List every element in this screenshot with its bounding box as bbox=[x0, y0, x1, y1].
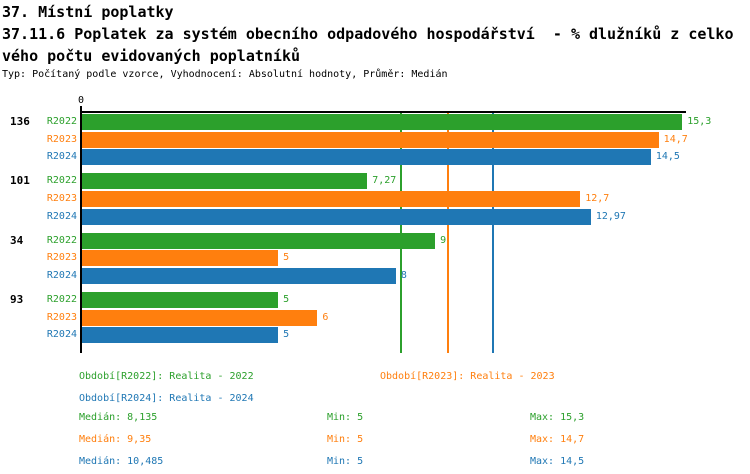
group-label-34: 34 bbox=[10, 233, 24, 247]
value-label-34-r2022: 9 bbox=[440, 234, 447, 246]
group-label-136: 136 bbox=[10, 115, 30, 128]
median-r2023: Medián: 9,35 bbox=[79, 434, 152, 445]
group-label-93: 93 bbox=[10, 292, 24, 306]
bar-101-r2023 bbox=[82, 191, 581, 207]
series-label-101-r2022: R2022 bbox=[46, 175, 77, 187]
x-axis-line bbox=[80, 111, 686, 113]
median-line-r2024 bbox=[491, 113, 494, 353]
series-label-136-r2023: R2023 bbox=[46, 133, 77, 145]
value-label-101-r2023: 12,7 bbox=[585, 193, 610, 204]
value-label-136-r2024: 14,5 bbox=[655, 151, 680, 163]
y-axis-line bbox=[80, 106, 82, 353]
bar-93-r2022 bbox=[82, 291, 279, 308]
series-label-93-r2024: R2024 bbox=[46, 329, 77, 341]
max-r2024: Max: 14,5 bbox=[530, 456, 585, 467]
series-label-101-r2023: R2023 bbox=[46, 193, 77, 204]
series-label-93-r2022: R2022 bbox=[46, 293, 77, 305]
value-label-136-r2022: 15,3 bbox=[687, 116, 712, 127]
bar-93-r2024 bbox=[82, 327, 279, 344]
bar-34-r2022 bbox=[82, 232, 436, 249]
chart-title-line1: 37.11.6 Poplatek za systém obecního odpa… bbox=[2, 25, 734, 43]
max-r2023: Max: 14,7 bbox=[530, 434, 585, 445]
series-label-93-r2023: R2023 bbox=[46, 311, 77, 323]
bar-101-r2024 bbox=[82, 208, 591, 225]
chart-title-line2: vého počtu evidovaných poplatníků bbox=[2, 47, 301, 65]
median-line-r2023 bbox=[447, 113, 450, 353]
bar-93-r2023 bbox=[82, 309, 318, 326]
median-r2024: Medián: 10,485 bbox=[79, 456, 164, 467]
value-label-93-r2024: 5 bbox=[283, 329, 290, 341]
bar-136-r2022 bbox=[82, 114, 683, 130]
series-label-34-r2022: R2022 bbox=[46, 234, 77, 246]
group-label-101: 101 bbox=[10, 174, 30, 188]
min-r2024: Min: 5 bbox=[327, 456, 364, 467]
series-label-136-r2024: R2024 bbox=[46, 151, 77, 163]
bar-136-r2024 bbox=[82, 149, 651, 166]
legend-item-r2023: Období[R2023]: Realita - 2023 bbox=[380, 371, 555, 382]
min-r2022: Min: 5 bbox=[327, 412, 364, 423]
bar-136-r2023 bbox=[82, 131, 659, 148]
bar-34-r2024 bbox=[82, 268, 396, 284]
value-label-101-r2024: 12,97 bbox=[595, 210, 626, 222]
max-r2022: Max: 15,3 bbox=[530, 412, 585, 423]
axis-origin-label: 0 bbox=[77, 95, 85, 106]
legend-item-r2022: Období[R2022]: Realita - 2022 bbox=[79, 371, 254, 382]
value-label-101-r2022: 7,27 bbox=[372, 175, 397, 187]
chart-meta-line: Typ: Počítaný podle vzorce, Vyhodnocení:… bbox=[2, 69, 448, 80]
report-title: 37. Místní poplatky bbox=[2, 3, 174, 21]
series-label-136-r2022: R2022 bbox=[46, 116, 77, 127]
series-label-34-r2024: R2024 bbox=[46, 270, 77, 281]
series-label-101-r2024: R2024 bbox=[46, 210, 77, 222]
legend-item-r2024: Období[R2024]: Realita - 2024 bbox=[79, 393, 254, 404]
value-label-34-r2023: 5 bbox=[283, 252, 290, 264]
value-label-93-r2022: 5 bbox=[283, 293, 290, 305]
value-label-136-r2023: 14,7 bbox=[663, 133, 688, 145]
value-label-34-r2024: 8 bbox=[400, 270, 407, 281]
series-label-34-r2023: R2023 bbox=[46, 252, 77, 264]
bar-34-r2023 bbox=[82, 250, 279, 267]
bar-101-r2022 bbox=[82, 173, 368, 190]
value-label-93-r2023: 6 bbox=[322, 311, 329, 323]
median-r2022: Medián: 8,135 bbox=[79, 412, 158, 423]
min-r2023: Min: 5 bbox=[327, 434, 364, 445]
